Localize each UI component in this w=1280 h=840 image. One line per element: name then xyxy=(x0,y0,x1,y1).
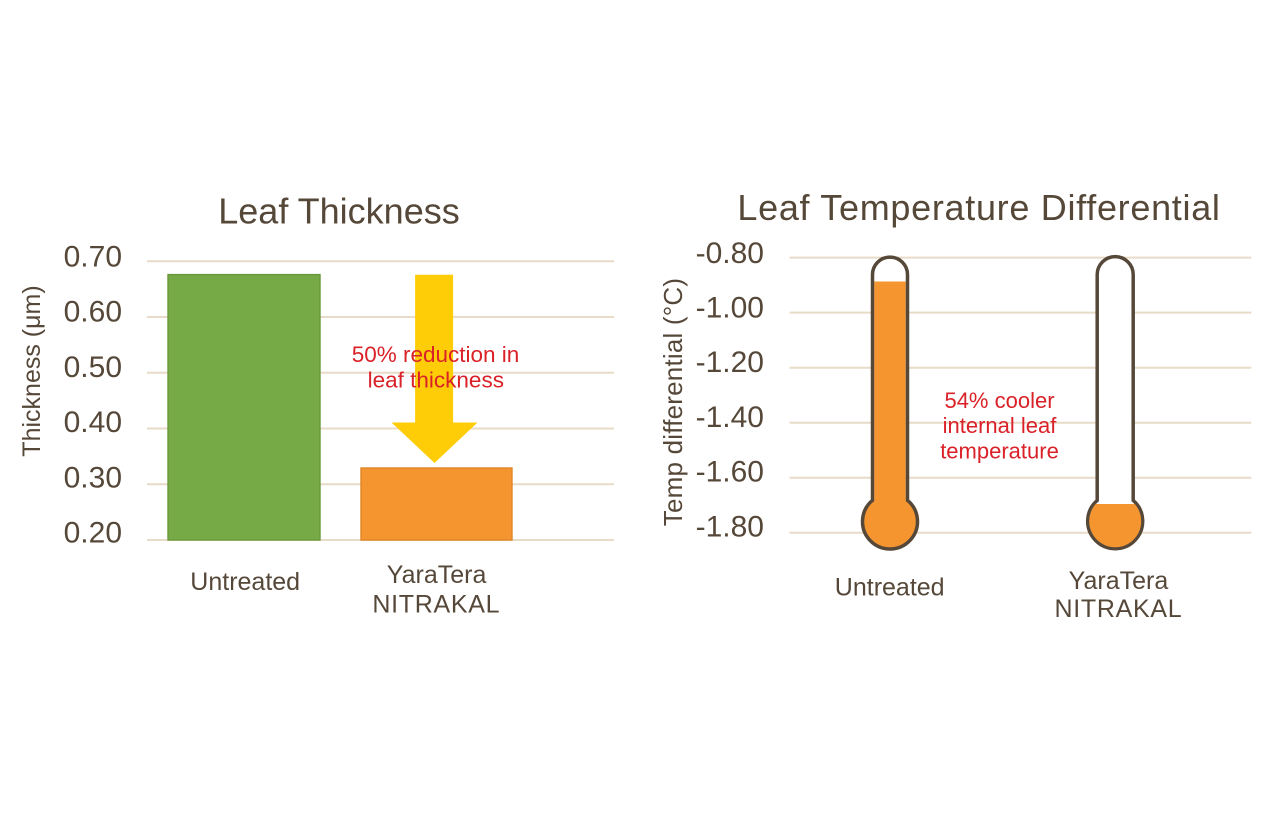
svg-text:-1.80: -1.80 xyxy=(696,510,764,543)
svg-text:-1.00: -1.00 xyxy=(696,292,764,325)
svg-text:YaraTera: YaraTera xyxy=(387,561,487,589)
svg-text:0.60: 0.60 xyxy=(64,296,122,329)
svg-text:0.50: 0.50 xyxy=(64,351,122,384)
svg-text:54% cooler: 54% cooler xyxy=(944,388,1054,413)
svg-text:internal leaf: internal leaf xyxy=(943,413,1058,438)
svg-text:Leaf Temperature Differential: Leaf Temperature Differential xyxy=(737,187,1220,228)
svg-text:-1.40: -1.40 xyxy=(696,401,764,434)
svg-text:-1.60: -1.60 xyxy=(696,456,764,489)
svg-text:Temp differential (°C): Temp differential (°C) xyxy=(658,278,688,526)
svg-text:0.20: 0.20 xyxy=(64,517,122,550)
svg-text:-1.20: -1.20 xyxy=(696,346,764,379)
svg-text:leaf thickness: leaf thickness xyxy=(368,368,504,393)
svg-text:NITRAKAL: NITRAKAL xyxy=(1054,595,1182,623)
svg-text:50% reduction in: 50% reduction in xyxy=(352,342,520,367)
svg-text:0.70: 0.70 xyxy=(64,240,122,273)
svg-text:NITRAKAL: NITRAKAL xyxy=(372,591,500,619)
svg-text:-0.80: -0.80 xyxy=(696,237,764,270)
svg-text:Leaf Thickness: Leaf Thickness xyxy=(218,191,459,232)
svg-text:Thickness (μm): Thickness (μm) xyxy=(18,285,46,456)
svg-text:Untreated: Untreated xyxy=(835,574,945,602)
svg-text:YaraTera: YaraTera xyxy=(1069,567,1169,595)
svg-text:0.30: 0.30 xyxy=(64,461,122,494)
svg-text:Untreated: Untreated xyxy=(190,568,300,596)
svg-text:0.40: 0.40 xyxy=(64,406,122,439)
svg-text:temperature: temperature xyxy=(940,439,1059,464)
